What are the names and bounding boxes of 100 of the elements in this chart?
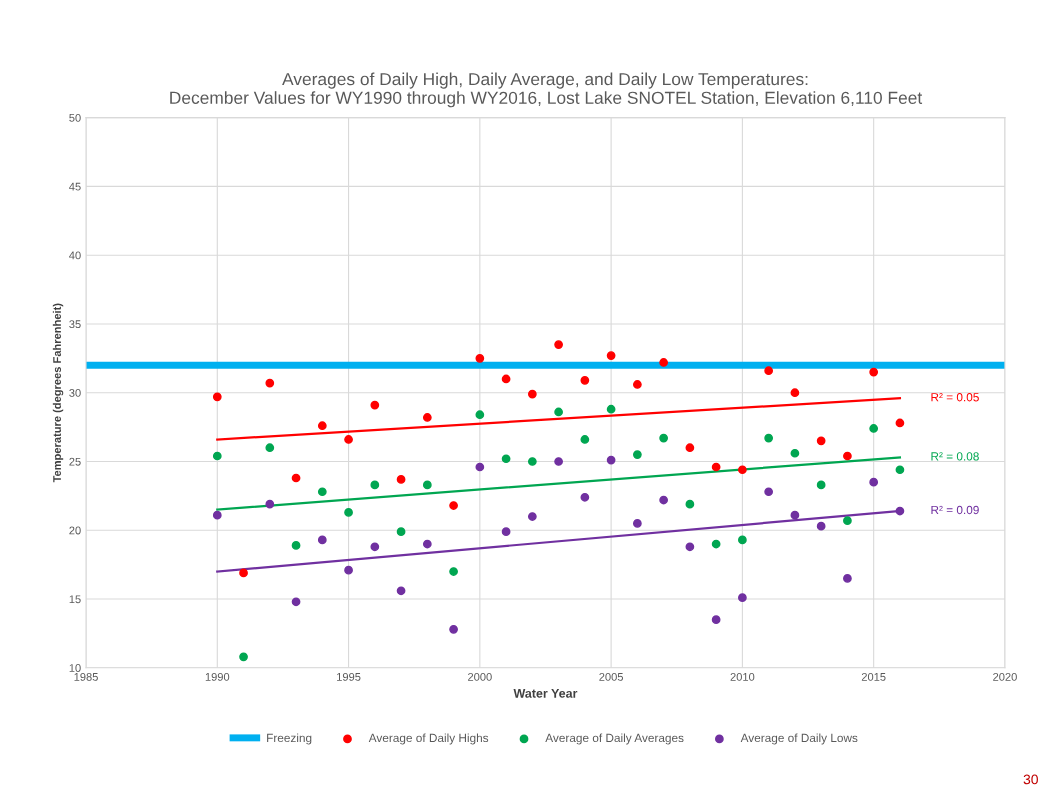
point — [265, 378, 275, 388]
point — [580, 375, 590, 385]
x-tick-label: 2000 — [468, 672, 492, 681]
y-tick-label: 15 — [69, 595, 81, 604]
point — [396, 586, 406, 596]
point — [422, 413, 432, 422]
point — [790, 388, 800, 398]
point — [790, 510, 800, 520]
point — [396, 527, 406, 537]
x-tick-label: 2015 — [861, 672, 886, 681]
point — [449, 567, 458, 576]
point — [790, 448, 800, 458]
point — [764, 366, 774, 376]
legend-label: Average of Daily Averages — [545, 733, 684, 745]
point — [816, 480, 826, 490]
point — [317, 535, 327, 545]
point — [317, 487, 327, 497]
point — [685, 443, 695, 453]
point — [738, 465, 747, 475]
point — [869, 424, 879, 433]
point — [816, 436, 826, 446]
point — [449, 624, 458, 634]
y-tick-label: 25 — [69, 457, 81, 466]
legend-label: Freezing — [267, 733, 312, 745]
point — [422, 480, 432, 490]
point — [527, 512, 537, 521]
point — [396, 475, 406, 484]
point — [291, 597, 301, 607]
point — [317, 421, 327, 431]
point — [633, 450, 642, 459]
y-tick-label: 40 — [69, 251, 81, 260]
point — [606, 455, 616, 465]
annotation: R² = 0.09 — [931, 505, 979, 515]
point — [344, 508, 353, 517]
x-tick-label: 1990 — [205, 672, 230, 681]
point — [265, 443, 275, 453]
point — [370, 542, 380, 552]
point — [422, 539, 432, 549]
point — [580, 492, 590, 502]
point — [475, 410, 485, 420]
point — [685, 542, 695, 552]
point — [659, 433, 668, 443]
point — [659, 495, 668, 505]
y-tick-label: 35 — [69, 320, 81, 329]
point — [659, 358, 668, 367]
point — [843, 574, 852, 583]
point — [475, 353, 485, 363]
point — [895, 506, 905, 516]
point — [869, 477, 879, 487]
legend-label: Average of Daily Lows — [740, 733, 858, 745]
point — [843, 451, 852, 461]
text: 30 — [1023, 774, 1038, 785]
point — [212, 451, 222, 461]
point — [738, 535, 747, 545]
x-axis-title: Water Year — [513, 689, 578, 698]
point — [711, 539, 721, 549]
point — [816, 521, 826, 531]
x-tick-label: 2020 — [993, 672, 1017, 681]
point — [554, 407, 563, 417]
point — [370, 480, 380, 490]
point — [344, 435, 353, 444]
point — [895, 418, 905, 428]
legend-label: Average of Daily Highs — [368, 733, 489, 745]
y-tick-label: 45 — [69, 182, 81, 191]
point — [501, 454, 511, 464]
point — [554, 340, 563, 349]
point — [738, 593, 747, 603]
point — [501, 374, 511, 384]
point — [606, 351, 616, 360]
point — [370, 400, 380, 410]
y-tick-label: 10 — [69, 664, 81, 672]
point — [764, 433, 774, 443]
point — [895, 465, 905, 475]
point — [239, 568, 248, 578]
point — [291, 541, 301, 550]
point — [239, 652, 248, 662]
y-axis-title: Temperature (degrees Fahrenheit) — [52, 303, 64, 483]
point — [580, 435, 590, 444]
point — [606, 404, 616, 414]
annotation: R² = 0.05 — [931, 393, 979, 402]
x-tick-label: 2010 — [730, 672, 755, 681]
y-tick-label: 20 — [69, 526, 81, 535]
y-tick-label: 50 — [69, 113, 81, 122]
annotation: R² = 0.08 — [931, 452, 979, 461]
point — [527, 389, 537, 399]
point — [711, 462, 721, 472]
point — [527, 457, 537, 466]
y-tick-label: 30 — [69, 389, 81, 397]
point — [212, 392, 222, 402]
point — [501, 527, 511, 537]
point — [633, 380, 642, 389]
x-tick-label: 2005 — [599, 672, 624, 681]
point — [475, 462, 485, 472]
point — [265, 499, 275, 509]
point — [344, 565, 353, 575]
point — [633, 519, 642, 528]
x-tick-label: 1985 — [74, 672, 98, 681]
point — [711, 615, 721, 625]
point — [554, 457, 563, 466]
point — [212, 510, 222, 520]
